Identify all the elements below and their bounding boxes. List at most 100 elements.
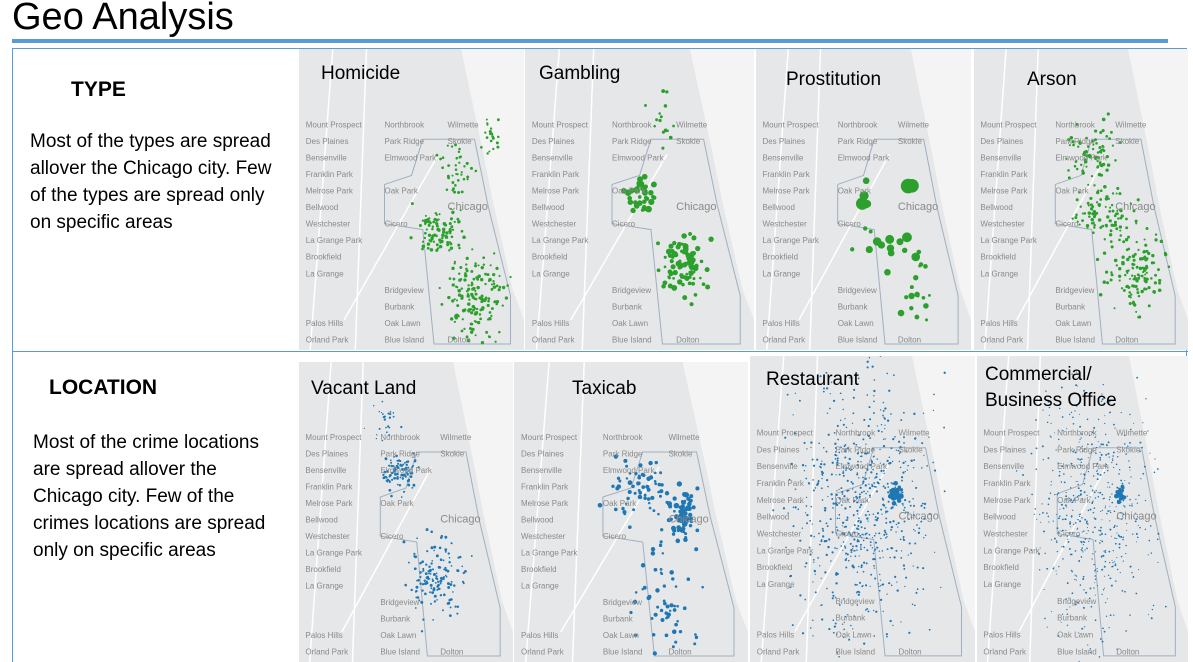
- incident-dot: [693, 642, 697, 646]
- incident-dot: [676, 619, 679, 623]
- incident-dot: [1109, 520, 1111, 522]
- incident-dot: [1064, 504, 1067, 507]
- incident-dot: [1080, 556, 1083, 558]
- incident-dot: [407, 466, 410, 469]
- incident-dot: [1113, 510, 1116, 513]
- incident-dot: [1135, 541, 1137, 543]
- incident-dot: [926, 465, 928, 467]
- incident-dot: [497, 288, 501, 292]
- incident-dot: [814, 573, 816, 576]
- incident-dot: [845, 552, 848, 555]
- incident-dot: [1058, 532, 1060, 534]
- incident-dot: [1042, 512, 1044, 514]
- incident-dot: [860, 564, 863, 567]
- incident-dot: [869, 544, 872, 546]
- incident-dot: [1102, 145, 1105, 148]
- incident-dot: [866, 517, 869, 520]
- incident-dot: [661, 89, 666, 94]
- place-label: Des Plaines: [532, 137, 575, 146]
- incident-dot: [485, 330, 489, 334]
- incident-dot: [1110, 271, 1113, 274]
- place-label: Chicago: [676, 201, 716, 213]
- incident-dot: [1116, 648, 1119, 651]
- incident-dot: [657, 482, 662, 487]
- incident-dot: [812, 619, 814, 622]
- incident-dot: [880, 598, 883, 602]
- incident-dot: [867, 635, 869, 637]
- incident-dot: [405, 471, 408, 474]
- incident-dot: [810, 446, 812, 449]
- incident-dot: [876, 512, 880, 515]
- incident-dot: [627, 195, 632, 201]
- place-label: Wilmette: [1115, 120, 1147, 129]
- incident-dot: [1104, 270, 1109, 274]
- incident-dot: [859, 506, 861, 509]
- incident-dot: [422, 570, 424, 573]
- incident-dot: [813, 569, 816, 572]
- incident-dot: [682, 275, 687, 280]
- incident-dot: [860, 455, 863, 458]
- place-label: Blue Island: [603, 648, 643, 657]
- place-label: La Grange Park: [757, 546, 814, 555]
- incident-dot: [482, 256, 486, 260]
- incident-dot: [390, 464, 394, 468]
- map-taxicab: Wilmette Des Plaines Skokie Park Ridge Bense…: [514, 362, 748, 662]
- incident-dot: [1094, 578, 1097, 580]
- incident-dot: [835, 454, 838, 457]
- incident-dot: [427, 233, 432, 237]
- place-label: Brookfield: [980, 253, 1016, 262]
- incident-dot: [1075, 579, 1077, 581]
- incident-dot: [1053, 432, 1055, 434]
- incident-dot: [685, 253, 692, 259]
- incident-dot: [1138, 274, 1141, 277]
- incident-dot: [792, 506, 795, 509]
- incident-dot: [659, 540, 663, 544]
- incident-dot: [1080, 447, 1082, 449]
- incident-dot: [435, 243, 439, 247]
- place-label: Brookfield: [305, 565, 341, 574]
- incident-dot: [790, 462, 794, 466]
- incident-dot: [394, 477, 397, 480]
- incident-dot: [1150, 277, 1153, 280]
- incident-dot: [1122, 513, 1125, 516]
- incident-dot: [794, 392, 797, 394]
- incident-dot: [831, 551, 834, 554]
- incident-dot: [923, 502, 927, 506]
- incident-dot: [501, 304, 504, 307]
- incident-dot: [1074, 451, 1077, 454]
- incident-dot: [1109, 528, 1112, 531]
- incident-dot: [846, 519, 849, 521]
- incident-dot: [1137, 294, 1141, 298]
- incident-dot: [852, 566, 855, 569]
- incident-dot: [680, 517, 687, 523]
- incident-dot: [431, 579, 435, 583]
- incident-dot: [829, 518, 832, 521]
- incident-dot: [849, 542, 852, 545]
- incident-dot: [895, 531, 897, 533]
- incident-dot: [832, 631, 835, 634]
- incident-dot: [867, 433, 869, 435]
- incident-dot: [895, 504, 898, 506]
- map-homicide: Wilmette Des Plaines Skokie Park Ridge Bense…: [299, 49, 524, 350]
- incident-dot: [1079, 464, 1082, 467]
- incident-dot: [821, 460, 823, 462]
- incident-dot: [1128, 460, 1130, 462]
- incident-dot: [1081, 517, 1083, 519]
- incident-dot: [647, 501, 651, 505]
- incident-dot: [904, 295, 909, 300]
- incident-dot: [1103, 630, 1106, 633]
- incident-dot: [470, 270, 474, 273]
- incident-dot: [1093, 223, 1096, 227]
- incident-dot: [896, 589, 899, 592]
- incident-dot: [1096, 478, 1099, 481]
- incident-dot: [887, 500, 890, 503]
- incident-dot: [1094, 129, 1098, 133]
- incident-dot: [682, 501, 686, 505]
- incident-dot: [643, 496, 647, 500]
- incident-dot: [432, 587, 436, 590]
- incident-dot: [438, 546, 442, 550]
- incident-dot: [1108, 400, 1111, 403]
- incident-dot: [869, 463, 872, 467]
- incident-dot: [1120, 287, 1124, 290]
